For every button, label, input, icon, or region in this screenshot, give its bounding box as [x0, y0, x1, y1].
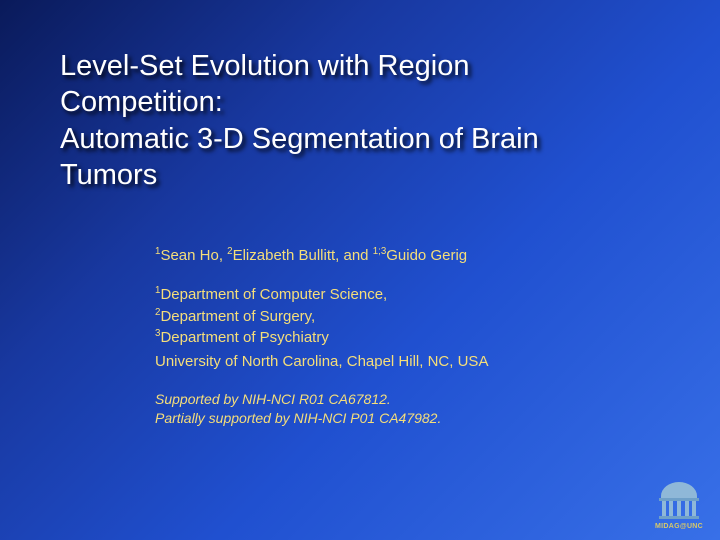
dept-3-name: Department of Psychiatry [160, 329, 328, 346]
author-1-name: Sean Ho [160, 247, 218, 264]
dept-3: 3Department of Psychiatry [155, 327, 635, 348]
dept-2: 2Department of Surgery, [155, 306, 635, 327]
footer-logo-label: MIDAG@UNC [650, 523, 708, 530]
author-3-name: Guido Gerig [386, 247, 467, 264]
author-sep-2: , and [335, 247, 373, 264]
departments: 1Department of Computer Science, 2Depart… [155, 284, 635, 348]
title-line-2: Automatic 3-D Segmentation of Brain Tumo… [60, 121, 640, 194]
authors-line: 1Sean Ho, 2Elizabeth Bullitt, and 1;3Gui… [155, 245, 635, 266]
dept-2-name: Department of Surgery, [160, 308, 315, 325]
slide-title: Level-Set Evolution with Region Competit… [60, 48, 640, 193]
title-line-1: Level-Set Evolution with Region Competit… [60, 48, 640, 121]
dept-1-name: Department of Computer Science, [160, 286, 387, 303]
dept-1: 1Department of Computer Science, [155, 284, 635, 305]
slide-body: 1Sean Ho, 2Elizabeth Bullitt, and 1;3Gui… [155, 245, 635, 428]
rotunda-icon [655, 480, 703, 522]
footer-logo: MIDAG@UNC [650, 480, 708, 530]
author-sep-1: , [219, 247, 227, 264]
support-block: Supported by NIH-NCI R01 CA67812. Partia… [155, 390, 635, 428]
author-2-name: Elizabeth Bullitt [233, 247, 336, 264]
university-line: University of North Carolina, Chapel Hil… [155, 352, 635, 372]
support-line-2: Partially supported by NIH-NCI P01 CA479… [155, 409, 635, 428]
author-3-sup: 1;3 [373, 246, 387, 257]
support-line-1: Supported by NIH-NCI R01 CA67812. [155, 390, 635, 409]
